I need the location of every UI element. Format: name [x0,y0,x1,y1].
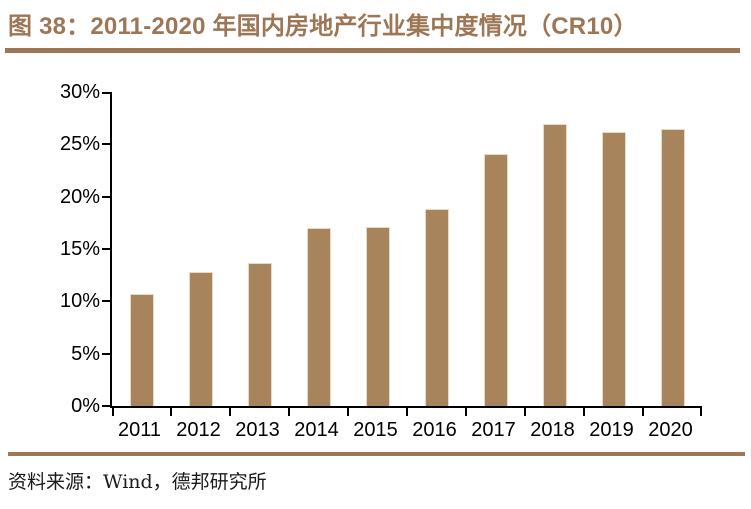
figure-title: 图 38：2011-2020 年国内房地产行业集中度情况（CR10） [8,13,638,40]
bar-2011 [129,294,154,406]
bar-2020 [660,128,685,406]
y-tick-mark [102,405,110,407]
bar-2018 [542,124,567,406]
footer-divider [8,452,745,456]
y-tick-label: 20% [59,185,100,208]
x-tick-label: 2012 [176,419,221,441]
x-tick-mark [170,408,172,416]
y-tick-mark [102,195,110,198]
bar-2012 [188,272,213,406]
x-tick-mark [347,408,349,416]
y-tick-label: 10% [59,290,100,313]
bar-2017 [483,153,508,406]
y-tick-label: 30% [59,81,100,103]
bar-2016 [424,209,449,406]
source-note: 资料来源：Wind，德邦研究所 [8,471,267,493]
y-tick-label: 0% [71,395,100,417]
x-tick-mark [229,408,231,416]
x-tick-mark [700,408,702,416]
x-tick-mark [288,408,290,416]
bar-2019 [601,131,626,406]
y-tick-label: 15% [59,238,100,260]
x-tick-label: 2018 [530,419,575,441]
bar-2013 [247,262,272,406]
y-tick-mark [102,92,110,94]
x-tick-label: 2011 [117,419,161,441]
x-tick-label: 2020 [648,419,693,441]
y-tick-label: 25% [59,133,100,156]
x-tick-mark [583,408,585,416]
y-tick-mark [102,300,110,303]
x-tick-label: 2016 [412,419,457,441]
x-tick-mark [465,408,467,416]
y-tick-label: 5% [71,342,100,365]
bar-2014 [306,228,331,406]
x-tick-mark [112,408,114,416]
x-tick-label: 2015 [353,419,398,441]
y-tick-mark [102,248,110,250]
x-axis-labels: 2011 2012 2013 2014 2015 2016 2017 2018 2019 2020 [110,418,702,444]
x-tick-mark [642,408,644,416]
title-divider [5,48,740,53]
x-tick-label: 2019 [589,419,634,441]
x-tick-label: 2013 [235,419,280,441]
y-tick-mark [102,143,110,146]
bar-2015 [365,227,390,406]
x-tick-label: 2017 [471,419,516,441]
x-tick-mark [406,408,408,416]
y-tick-mark [102,352,110,355]
x-tick-label: 2014 [294,419,339,441]
x-tick-mark [524,408,526,416]
y-axis-labels: 0% 5% 10% 15% 20% 25% 30% [0,81,100,417]
plot-area [102,92,702,416]
